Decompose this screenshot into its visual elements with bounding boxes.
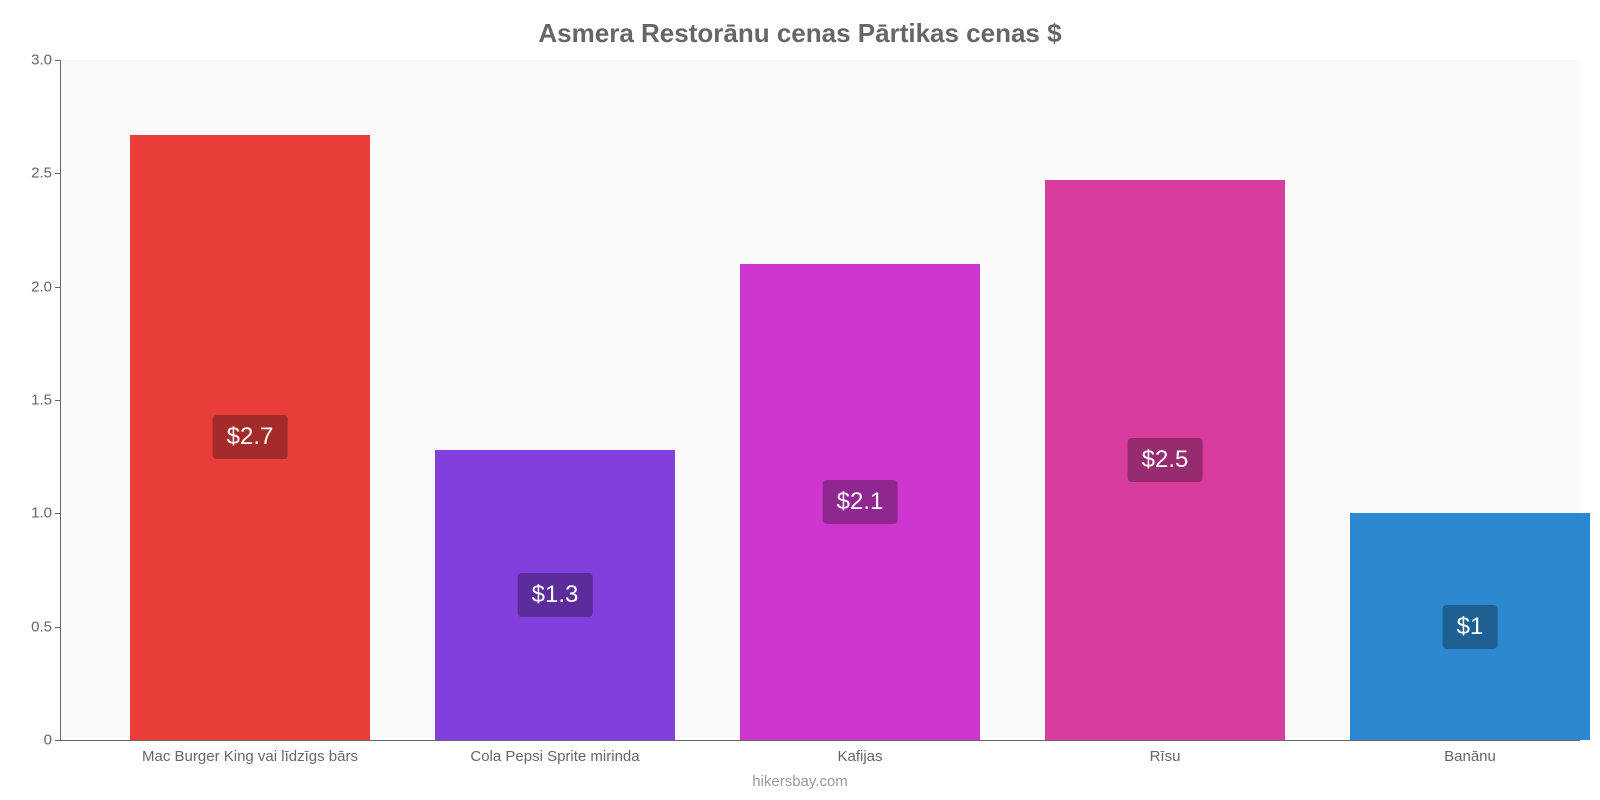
- chart-container: Asmera Restorānu cenas Pārtikas cenas $ …: [0, 0, 1600, 800]
- bar-value-label: $1.3: [518, 573, 593, 617]
- bar-value-label: $1: [1443, 605, 1498, 649]
- y-axis-line: [60, 60, 61, 740]
- y-tick-mark: [55, 627, 60, 628]
- x-tick-label: Banānu: [1444, 748, 1496, 765]
- y-tick-label: 0: [44, 732, 52, 749]
- y-tick-label: 3.0: [31, 52, 52, 69]
- x-tick-label: Mac Burger King vai līdzīgs bārs: [142, 748, 358, 765]
- y-tick-mark: [55, 60, 60, 61]
- y-tick-mark: [55, 513, 60, 514]
- footer-label: hikersbay.com: [0, 773, 1600, 790]
- bar-value-label: $2.5: [1128, 438, 1203, 482]
- y-tick-mark: [55, 740, 60, 741]
- y-tick-label: 1.5: [31, 392, 52, 409]
- x-tick-label: Rīsu: [1150, 748, 1181, 765]
- x-tick-label: Cola Pepsi Sprite mirinda: [470, 748, 639, 765]
- chart-title: Asmera Restorānu cenas Pārtikas cenas $: [0, 18, 1600, 49]
- y-tick-label: 2.5: [31, 165, 52, 182]
- y-tick-label: 2.0: [31, 278, 52, 295]
- bar-value-label: $2.7: [213, 415, 288, 459]
- y-tick-label: 0.5: [31, 618, 52, 635]
- y-tick-label: 1.0: [31, 505, 52, 522]
- y-tick-mark: [55, 400, 60, 401]
- bar-value-label: $2.1: [823, 480, 898, 524]
- y-tick-mark: [55, 287, 60, 288]
- y-tick-mark: [55, 173, 60, 174]
- x-axis-line: [60, 740, 1580, 741]
- x-tick-label: Kafijas: [837, 748, 882, 765]
